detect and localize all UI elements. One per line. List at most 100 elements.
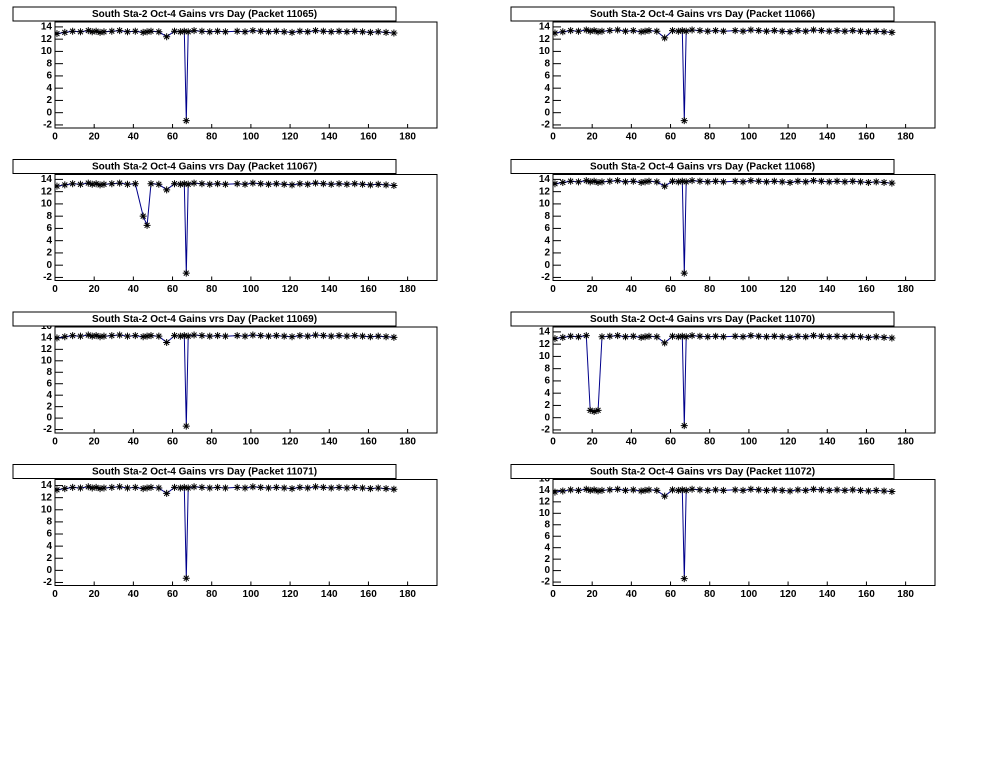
data-point [327, 28, 335, 36]
x-tick-label: 60 [665, 284, 677, 295]
data-point [92, 180, 100, 188]
x-tick-label: 160 [858, 589, 875, 600]
data-point [176, 484, 184, 492]
x-tick-label: 100 [741, 132, 758, 143]
data-point [351, 332, 359, 340]
y-tick-label: 2 [46, 95, 52, 106]
data-point [653, 486, 661, 494]
data-point [143, 221, 151, 229]
data-point [143, 28, 151, 36]
plot-area [55, 179, 398, 277]
data-point [637, 178, 645, 186]
data-point [131, 483, 139, 491]
data-point [606, 177, 614, 185]
data-point [170, 332, 178, 340]
y-tick-label: 14 [539, 22, 551, 33]
data-point [678, 332, 686, 340]
data-point [312, 179, 320, 187]
y-tick-label: 2 [46, 401, 52, 412]
data-point [327, 180, 335, 188]
data-point [668, 27, 676, 35]
data-point [180, 332, 188, 340]
y-tick-label: 4 [544, 388, 550, 399]
y-tick-label: 14 [539, 485, 551, 496]
data-point [116, 179, 124, 187]
x-tick-label: 120 [780, 132, 797, 143]
x-tick-label: 140 [321, 437, 338, 448]
data-point [786, 487, 794, 495]
data-point [747, 332, 755, 340]
data-point [719, 27, 727, 35]
plot-frame [54, 479, 438, 586]
x-tick-label: 180 [897, 132, 914, 143]
data-point [770, 27, 778, 35]
data-point [184, 180, 192, 188]
y-tick-label: 12 [539, 34, 551, 45]
data-point [621, 333, 629, 341]
y-tick-label: 10 [539, 351, 551, 362]
data-point [190, 483, 198, 491]
data-point [241, 484, 249, 492]
data-point [184, 484, 192, 492]
data-point [190, 27, 198, 35]
data-point [880, 487, 888, 495]
data-point [559, 333, 567, 341]
x-tick-label: 40 [128, 437, 140, 448]
data-point [257, 332, 265, 340]
y-tick-label: 6 [544, 71, 550, 82]
data-point [184, 28, 192, 36]
data-point [586, 486, 594, 494]
data-point [872, 27, 880, 35]
data-point [594, 487, 602, 495]
data-point [319, 27, 327, 35]
data-point [802, 178, 810, 186]
data-point [680, 422, 688, 430]
data-point [810, 485, 818, 493]
data-point [206, 28, 214, 36]
data-point [359, 332, 367, 340]
data-point [312, 27, 320, 35]
plot-frame [552, 21, 936, 129]
data-point [366, 181, 374, 189]
data-point [84, 179, 92, 187]
data-point [872, 178, 880, 186]
data-point [123, 332, 131, 340]
data-point [682, 333, 690, 341]
data-point [696, 27, 704, 35]
data-point [739, 178, 747, 186]
data-point [786, 28, 794, 36]
data-point [629, 486, 637, 494]
data-point [712, 177, 720, 185]
x-tick-label: 80 [704, 589, 716, 600]
y-tick-label: 14 [41, 333, 53, 344]
x-tick-label: 60 [167, 589, 179, 600]
x-tick-label: 40 [128, 589, 140, 600]
x-tick-label: 0 [52, 437, 58, 448]
x-tick-label: 180 [897, 589, 914, 600]
y-tick-label: 10 [41, 46, 53, 57]
data-point [272, 27, 280, 35]
chart-title: South Sta-2 Oct-4 Gains vrs Day (Packet … [590, 162, 815, 173]
y-tick-label: 8 [544, 363, 550, 374]
data-point [143, 484, 151, 492]
y-tick-label: 2 [544, 248, 550, 259]
data-point [888, 334, 896, 342]
data-point [139, 28, 147, 36]
data-point [180, 180, 188, 188]
data-point [841, 27, 849, 35]
data-point [288, 181, 296, 189]
data-point [84, 483, 92, 491]
data-point [582, 332, 590, 340]
y-tick-label: 8 [544, 211, 550, 222]
data-point [374, 484, 382, 492]
data-point [574, 486, 582, 494]
x-tick-label: 80 [704, 284, 716, 295]
data-point [857, 333, 865, 341]
data-point [296, 483, 304, 491]
data-point [778, 333, 786, 341]
data-point [304, 180, 312, 188]
data-point [288, 333, 296, 341]
plot-area [55, 331, 398, 430]
data-point [88, 332, 96, 340]
